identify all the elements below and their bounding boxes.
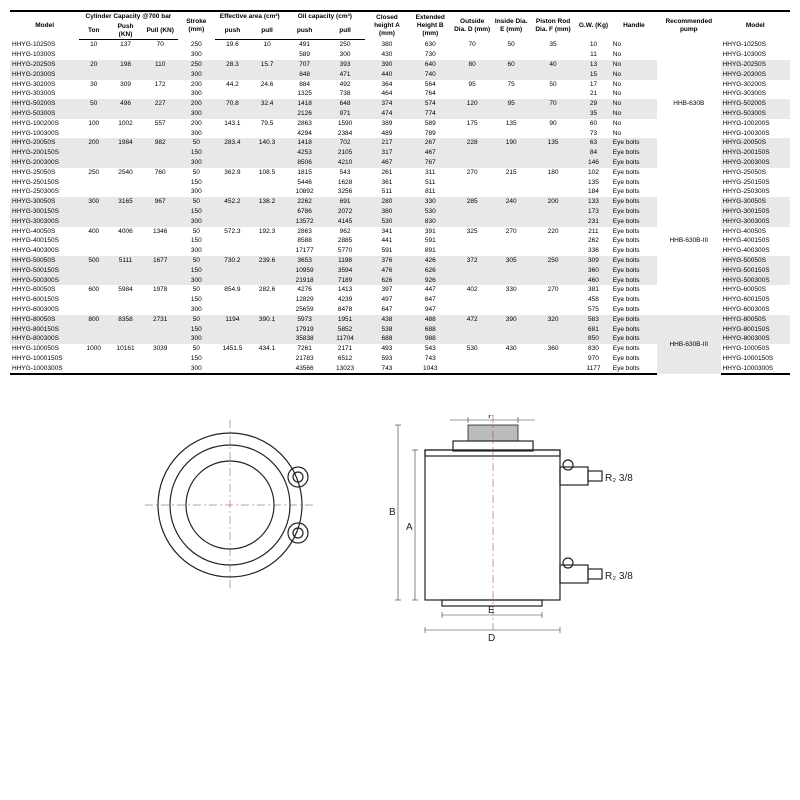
h-f: Piston Rod Dia. F (mm)	[530, 11, 576, 40]
h-ton: Ton	[79, 22, 108, 40]
label-b: B	[389, 507, 396, 518]
h-pullkn: Pull (KN)	[143, 22, 178, 40]
h-stroke: Stroke (mm)	[178, 11, 216, 40]
top-view-diagram	[140, 415, 320, 595]
label-r1: R₂ 3/8	[605, 473, 633, 484]
h-gw: G.W. (Kg)	[576, 11, 611, 40]
h-model2: Model	[721, 11, 790, 40]
table-body: HHYG-10250S101377025019.6104912503806307…	[10, 40, 790, 375]
h-capacity: Cylinder Capacity @700 bar	[79, 11, 177, 22]
h-handle: Handle	[611, 11, 657, 40]
table-header: Model Cylinder Capacity @700 bar Stroke …	[10, 11, 790, 40]
h-eapull: pull	[250, 22, 285, 40]
table-row: HHYG-10250S101377025019.6104912503806307…	[10, 40, 790, 50]
spec-table: Model Cylinder Capacity @700 bar Stroke …	[10, 10, 790, 375]
h-pump: Recommended pump	[657, 11, 721, 40]
h-a: Closed height A (mm)	[365, 11, 408, 40]
table-row: HHYG-80050S80083582731501194390.15973195…	[10, 315, 790, 325]
label-r2: R₂ 3/8	[605, 571, 633, 582]
h-oc: Oil capacity (cm³)	[284, 11, 365, 22]
side-view-diagram: F R₂ 3/8 R₂ 3/8 A B D E	[380, 415, 660, 665]
label-e: E	[488, 605, 495, 616]
h-ocpull: pull	[325, 22, 365, 40]
h-eapush: push	[215, 22, 250, 40]
h-pushkn: Push (KN)	[108, 22, 143, 40]
h-ea: Effective area (cm²)	[215, 11, 284, 22]
label-d: D	[488, 633, 495, 644]
h-e: Inside Dia. E (mm)	[492, 11, 530, 40]
diagram-area: F R₂ 3/8 R₂ 3/8 A B D E	[10, 415, 790, 665]
h-model: Model	[10, 11, 79, 40]
table-row: HHYG-25050S250254076050362.9108.51815543…	[10, 168, 790, 178]
h-b: Extended Height B (mm)	[409, 11, 452, 40]
h-d: Outside Dia. D (mm)	[452, 11, 492, 40]
label-a: A	[406, 522, 413, 533]
h-ocpush: push	[284, 22, 324, 40]
